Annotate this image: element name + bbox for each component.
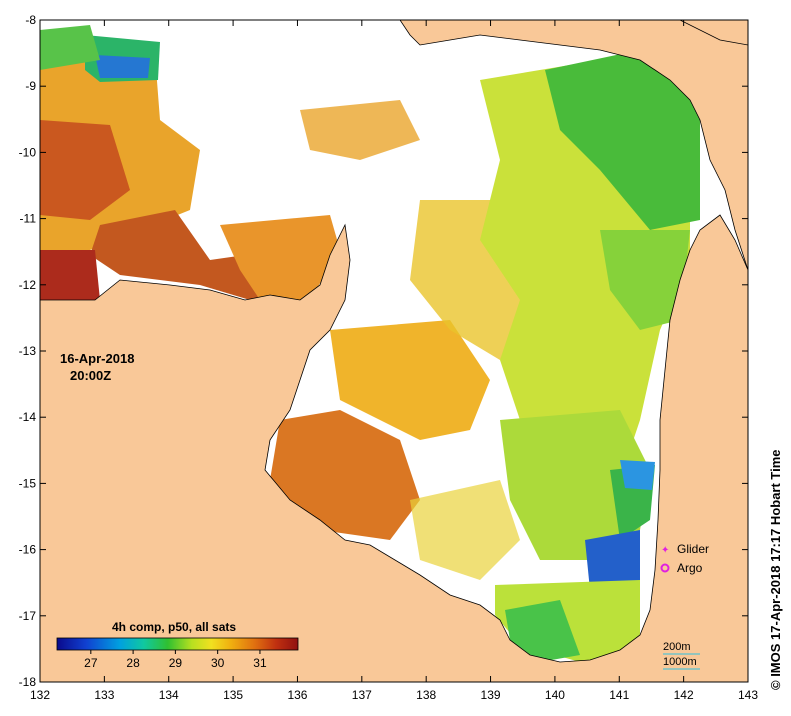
y-tick-label-9: -17 <box>19 609 37 623</box>
y-tick-label-0: -8 <box>25 13 36 27</box>
y-axis: -8 -9 -10 -11 -12 -13 -14 -15 -16 -17 -18 <box>19 13 748 689</box>
x-tick-label-0: 132 <box>30 688 50 702</box>
map-date: 16-Apr-2018 <box>60 351 134 366</box>
colorbar: 4h comp, p50, all sats 27 28 29 30 31 <box>56 620 299 670</box>
y-tick-label-6: -14 <box>19 410 37 424</box>
y-tick-label-5: -13 <box>19 344 37 358</box>
x-tick-label-5: 137 <box>352 688 372 702</box>
contour-200m-label: 200m <box>663 641 691 653</box>
legend-argo: Argo <box>677 561 703 575</box>
x-tick-label-1: 133 <box>94 688 114 702</box>
y-tick-label-7: -15 <box>19 476 37 490</box>
x-tick-label-11: 143 <box>738 688 758 702</box>
legend-glider: Glider <box>677 542 709 556</box>
colorbar-tick-label-1: 28 <box>126 656 140 670</box>
x-axis: 132 133 134 135 136 137 138 139 140 141 142 143 <box>30 20 758 702</box>
x-tick-label-4: 136 <box>287 688 307 702</box>
colorbar-tick-label-2: 29 <box>169 656 183 670</box>
colorbar-ticks: 27 28 29 30 31 <box>84 650 267 670</box>
y-tick-label-10: -18 <box>19 675 37 689</box>
land-png <box>679 20 748 46</box>
sst-patches <box>40 25 700 662</box>
colorbar-tick-label-4: 31 <box>253 656 267 670</box>
colorbar-tick-label-3: 30 <box>211 656 225 670</box>
land-cape-york <box>399 20 748 271</box>
y-tick-label-4: -12 <box>19 278 37 292</box>
x-tick-label-8: 140 <box>545 688 565 702</box>
colorbar-title: 4h comp, p50, all sats <box>112 620 236 634</box>
argo-marker-icon <box>660 563 670 573</box>
x-tick-label-3: 135 <box>223 688 243 702</box>
colorbar-tick-label-0: 27 <box>84 656 98 670</box>
x-tick-label-6: 138 <box>416 688 436 702</box>
colorbar-ramp <box>56 637 299 651</box>
y-tick-label-2: -10 <box>19 145 37 159</box>
contour-1000m-label: 1000m <box>663 656 697 668</box>
x-tick-label-9: 141 <box>609 688 629 702</box>
imos-credit: © IMOS 17-Apr-2018 17:17 Hobart Time <box>768 449 783 690</box>
y-tick-label-8: -16 <box>19 543 37 557</box>
contour-legend: 200m 1000m <box>663 641 700 670</box>
legend: ✦ Glider Argo <box>660 542 709 575</box>
land-northern-australia <box>40 214 748 682</box>
x-tick-label-7: 139 <box>481 688 501 702</box>
x-tick-label-2: 134 <box>159 688 179 702</box>
x-tick-label-10: 142 <box>674 688 694 702</box>
y-tick-label-1: -9 <box>25 79 36 93</box>
y-tick-label-3: -11 <box>20 212 37 226</box>
glider-marker-icon: ✦ <box>661 545 669 556</box>
map-time: 20:00Z <box>70 368 111 383</box>
